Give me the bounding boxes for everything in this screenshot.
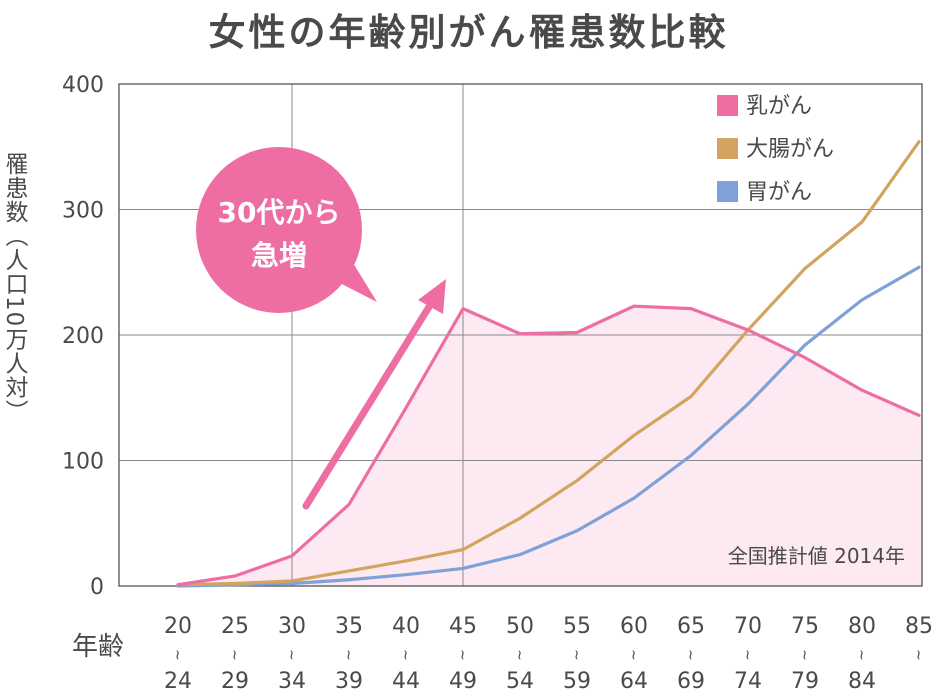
- x-tick-label-end: 79: [791, 669, 819, 692]
- x-tick-label-end: 59: [563, 669, 591, 692]
- x-tick-separator: ~: [340, 649, 356, 661]
- series-line: [176, 304, 921, 587]
- x-tick-label-start: 75: [791, 614, 819, 639]
- x-tick-separator: ~: [397, 649, 413, 661]
- x-tick-separator: ~: [568, 649, 584, 661]
- series-line: [176, 265, 921, 588]
- series-area-fill: [178, 306, 922, 586]
- x-tick-separator: ~: [910, 649, 926, 661]
- x-tick-separator: ~: [625, 649, 641, 661]
- x-tick-label-end: 74: [734, 669, 762, 692]
- x-tick-label-start: 45: [449, 614, 477, 639]
- legend-swatch: [717, 95, 738, 116]
- x-tick-label-start: 25: [221, 614, 249, 639]
- callout-circle: [196, 147, 362, 313]
- series-line: [176, 140, 921, 587]
- callout-line1: 30代から: [218, 196, 341, 229]
- data-source-note: 全国推計値 2014年: [728, 544, 905, 568]
- x-tick-separator: ~: [169, 649, 185, 661]
- x-tick-separator: ~: [739, 649, 755, 661]
- x-tick-label-end: 64: [620, 669, 648, 692]
- series-line-layer: [176, 140, 921, 588]
- breast-cancer-area-layer: [178, 306, 922, 586]
- x-tick-label-end: 69: [677, 669, 705, 692]
- chart-title: 女性の年齢別がん罹患数比較: [208, 11, 729, 54]
- x-tick-separator: ~: [796, 649, 812, 661]
- legend-swatch: [717, 181, 738, 202]
- x-tick-label-end: 54: [506, 669, 534, 692]
- x-tick-separator: ~: [454, 649, 470, 661]
- y-tick-label: 400: [62, 73, 104, 98]
- x-tick-label-start: 50: [506, 614, 534, 639]
- x-tick-layer: 20 ~24 25 ~29 30 ~34 35 ~39 40 ~44 45 ~49 50 ~54 55 ~59…: [164, 614, 933, 692]
- callout-tail: [330, 258, 377, 302]
- y-tick-label: 100: [62, 450, 104, 475]
- x-tick-label-end: 84: [848, 669, 876, 692]
- legend-label: 胃がん: [746, 180, 812, 205]
- x-tick-separator: ~: [682, 649, 698, 661]
- x-tick-label-end: 39: [335, 669, 363, 692]
- x-tick-label-start: 65: [677, 614, 705, 639]
- x-tick-label-end: 34: [278, 669, 306, 692]
- x-tick-separator: ~: [511, 649, 527, 661]
- x-tick-separator: ~: [226, 649, 242, 661]
- x-axis-label: 年齢: [72, 632, 125, 662]
- callout-bubble: 30代から 急増: [196, 147, 377, 313]
- x-tick-label-start: 80: [848, 614, 876, 639]
- x-tick-label-start: 60: [620, 614, 648, 639]
- y-tick-label: 200: [62, 324, 104, 349]
- x-tick-label-start: 35: [335, 614, 363, 639]
- legend-label: 乳がん: [746, 94, 812, 119]
- x-tick-label-start: 40: [392, 614, 420, 639]
- x-tick-label-start: 30: [278, 614, 306, 639]
- legend-swatch: [717, 138, 738, 159]
- y-tick-layer: 0 100 200 300 400: [62, 73, 104, 600]
- x-tick-label-start: 70: [734, 614, 762, 639]
- x-tick-label-start: 85: [905, 614, 933, 639]
- arrow-head: [418, 279, 446, 314]
- callout-line2: 急増: [251, 239, 307, 272]
- y-tick-label: 300: [62, 199, 104, 224]
- plot-frame: [118, 83, 923, 587]
- x-tick-label-end: 29: [221, 669, 249, 692]
- x-tick-separator: ~: [853, 649, 869, 661]
- y-tick-label: 0: [90, 575, 104, 600]
- x-tick-label-end: 44: [392, 669, 420, 692]
- x-tick-label-start: 55: [563, 614, 591, 639]
- arrow-shaft: [302, 298, 436, 510]
- x-tick-separator: ~: [283, 649, 299, 661]
- trend-arrow: [302, 279, 446, 510]
- legend-label: 大腸がん: [746, 137, 834, 162]
- x-tick-label-start: 20: [164, 614, 192, 639]
- x-tick-label-end: 49: [449, 669, 477, 692]
- y-axis-label: 罹患数（人口10万人対）: [1, 152, 27, 424]
- x-tick-label-end: 24: [164, 669, 192, 692]
